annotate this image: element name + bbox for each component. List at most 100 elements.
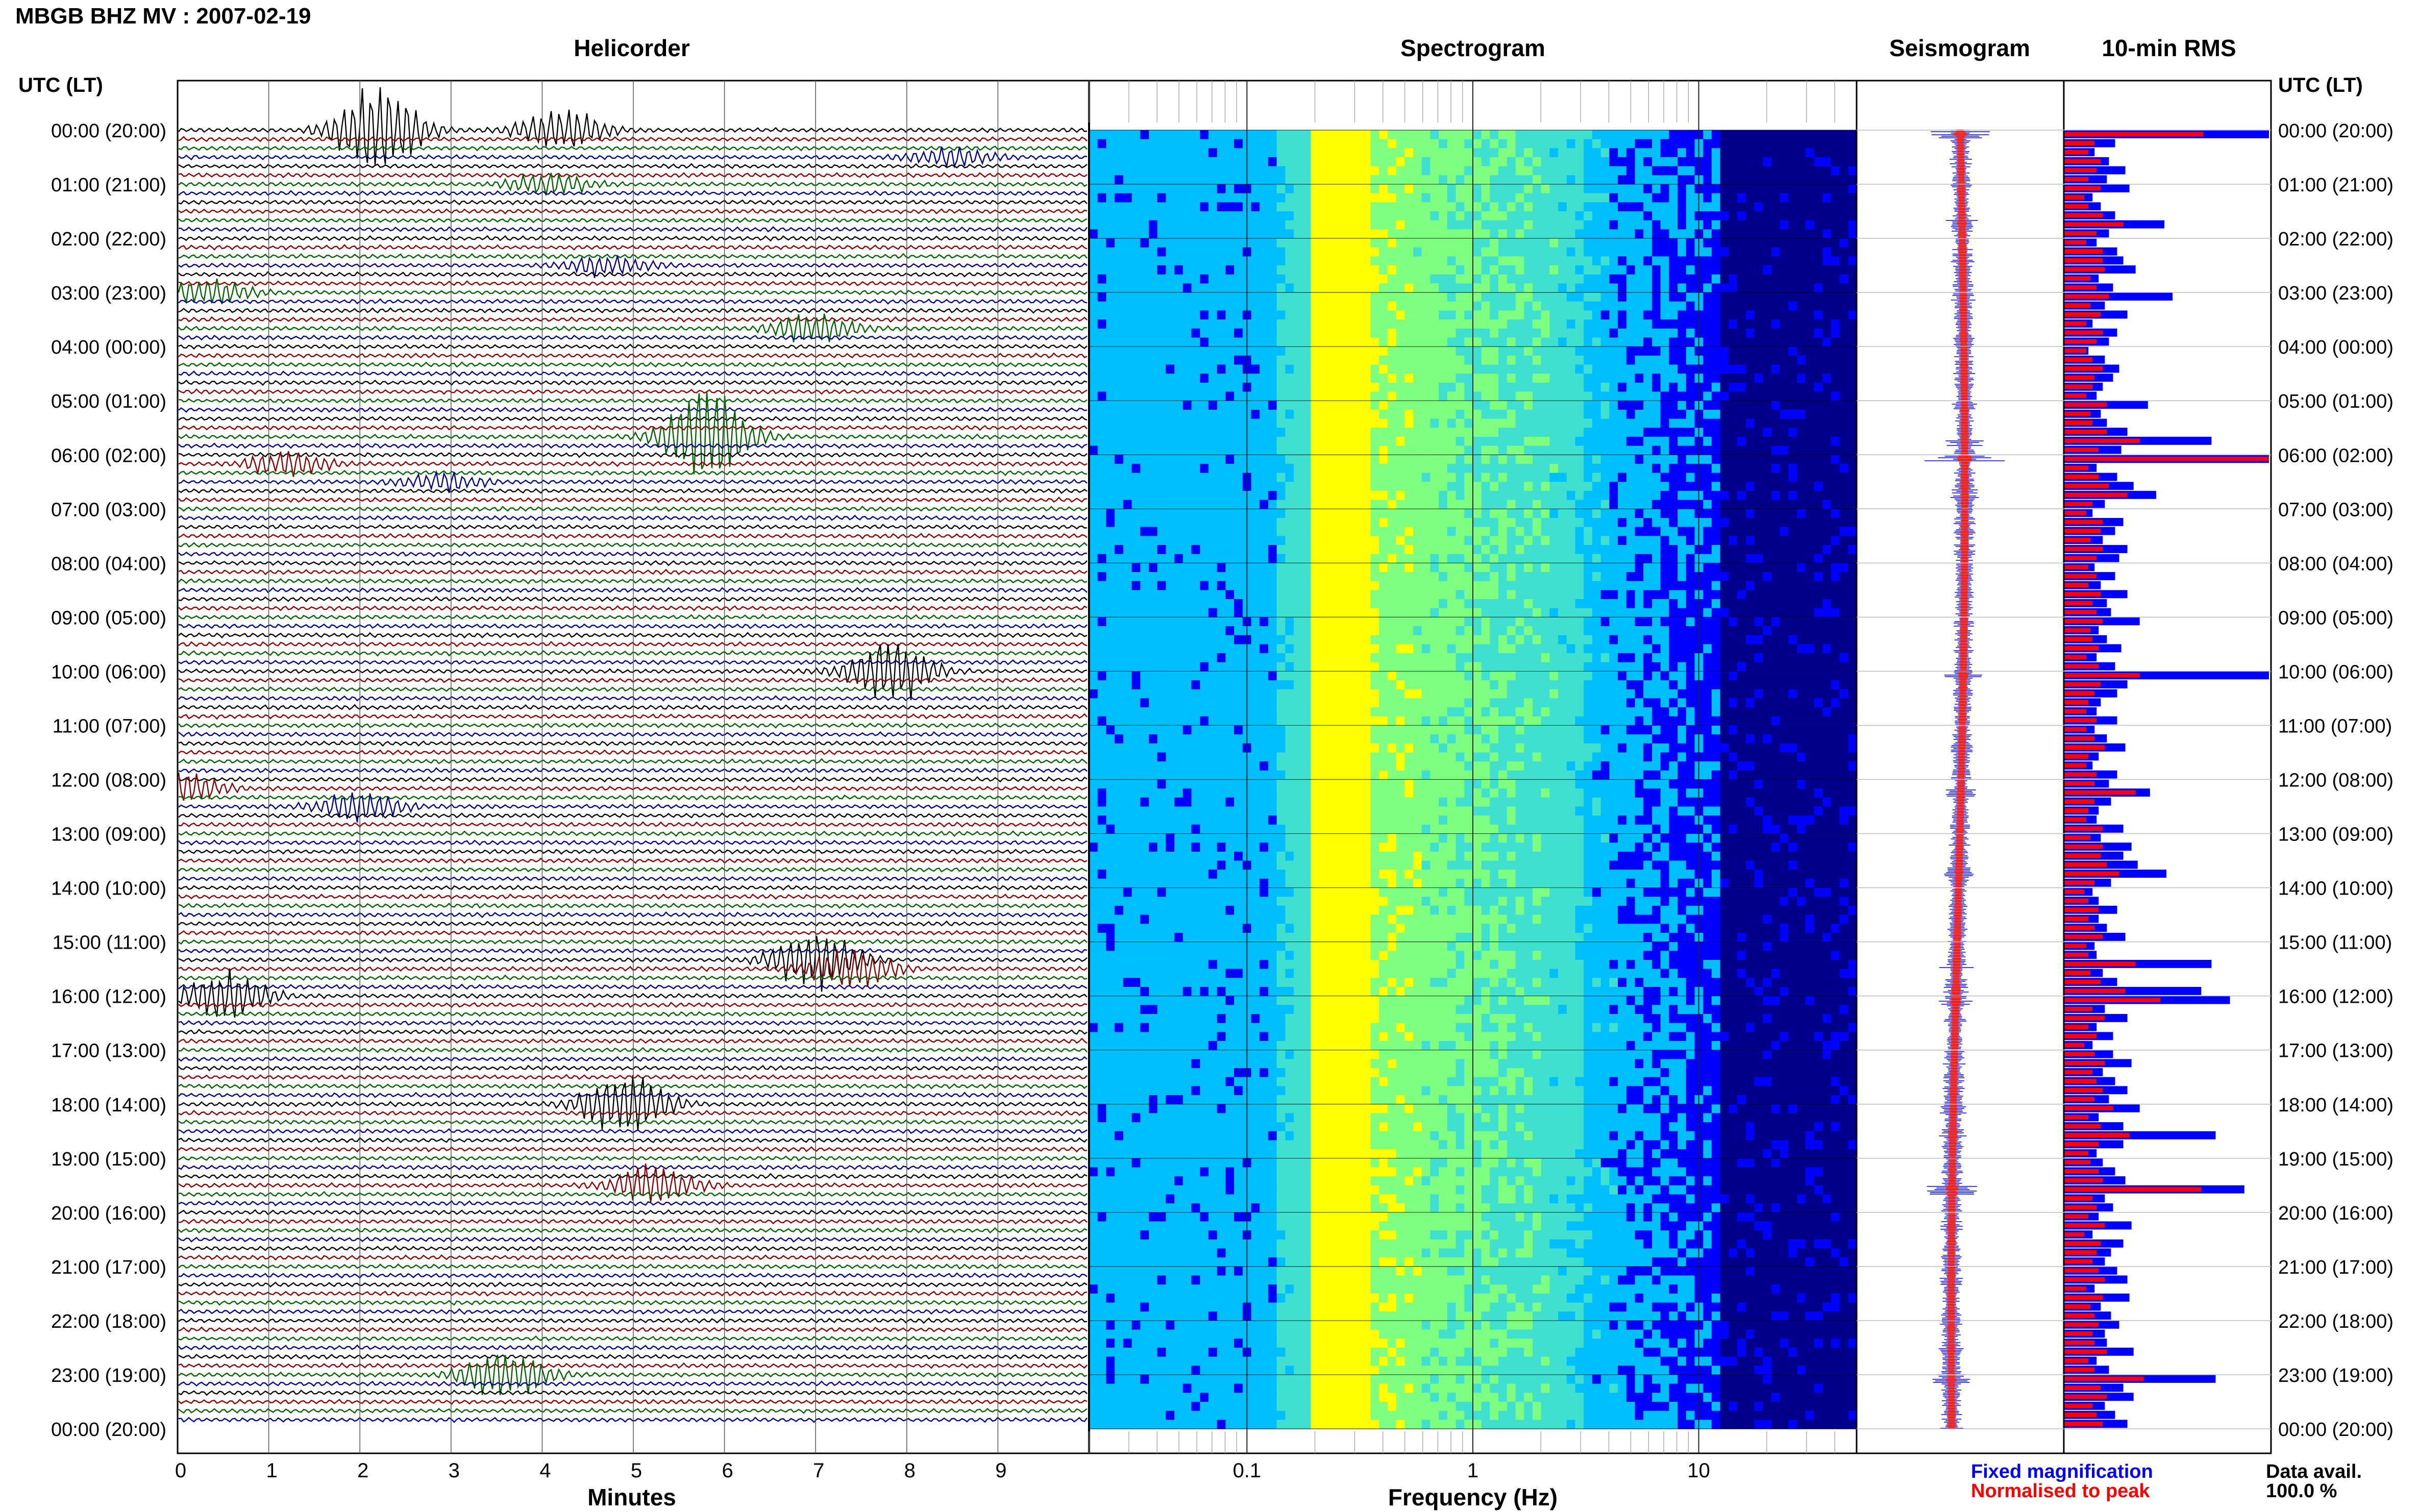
helicorder-trace <box>178 1163 1088 1202</box>
rms-bar-normalised <box>2064 944 2087 948</box>
helicorder-trace <box>178 343 1088 350</box>
time-tick-label-left: 12:00 (08:00) <box>51 770 166 791</box>
helicorder-trace <box>178 253 1088 260</box>
helicorder-trace <box>178 911 1088 919</box>
helicorder-trace <box>178 280 1088 287</box>
rms-bar-normalised <box>2064 448 2099 452</box>
rms-bar-normalised <box>2064 1115 2089 1120</box>
rms-bar-normalised <box>2064 141 2095 145</box>
helicorder-trace <box>178 1353 1088 1360</box>
rms-bar-normalised <box>2064 754 2089 759</box>
time-tick-label-left: 08:00 (04:00) <box>51 553 166 575</box>
helicorder-trace <box>178 792 1088 823</box>
helicorder-trace <box>178 270 1088 278</box>
helicorder-trace <box>178 568 1088 576</box>
helicorder-trace <box>178 1236 1088 1243</box>
rms-bar-normalised <box>2064 835 2091 840</box>
helicorder-trace <box>178 1354 1088 1396</box>
data-avail-label: Data avail. <box>2266 1461 2362 1482</box>
helicorder-trace <box>178 722 1088 729</box>
time-tick-label-left: 07:00 (03:00) <box>51 499 166 520</box>
rms-bar-normalised <box>2064 393 2087 398</box>
rms-bar-normalised <box>2064 564 2089 569</box>
time-tick-label-right: 02:00 (22:00) <box>2278 229 2393 250</box>
rms-bar-normalised <box>2064 889 2085 894</box>
time-tick-label-left: 06:00 (02:00) <box>51 445 166 466</box>
rms-bar-normalised <box>2064 547 2103 552</box>
helicorder-trace <box>178 352 1088 359</box>
helicorder-trace <box>178 1002 1088 1008</box>
rms-bar-normalised <box>2064 204 2089 209</box>
helicorder-trace <box>178 1200 1088 1207</box>
rms-bar-normalised <box>2064 186 2101 191</box>
rms-bar-normalised <box>2064 258 2103 263</box>
helicorder-trace <box>178 172 1088 196</box>
figure-title: MBGB BHZ MV : 2007-02-19 <box>15 4 311 29</box>
time-tick-label-left: 14:00 (10:00) <box>51 878 166 900</box>
spectrogram-x-ticks: 0.1 1 10 <box>1233 1459 1710 1482</box>
helicorder-trace <box>178 776 1088 783</box>
rms-bar-normalised <box>2064 772 2097 777</box>
spectrogram-x-tick-label: 10 <box>1687 1459 1710 1482</box>
helicorder-trace <box>178 244 1088 251</box>
helicorder-x-tick-label: 0 <box>175 1459 186 1482</box>
time-tick-label-left: 20:00 (16:00) <box>51 1203 166 1224</box>
rms-bar-normalised <box>2064 240 2087 245</box>
rms-bar-normalised <box>2064 1025 2089 1029</box>
rms-bar-normalised <box>2064 132 2204 137</box>
rms-bar-normalised <box>2064 591 2101 597</box>
helicorder-trace <box>178 442 1088 450</box>
helicorder-trace <box>178 1245 1088 1252</box>
rms-bar-normalised <box>2064 213 2103 218</box>
rms-bar-normalised <box>2064 745 2105 750</box>
rms-bar-normalised <box>2064 1313 2095 1318</box>
helicorder-trace <box>178 406 1088 413</box>
time-tick-label-right: 08:00 (04:00) <box>2278 553 2393 575</box>
rms-bar-normalised <box>2064 628 2091 633</box>
rms-bar-normalised <box>2064 483 2109 488</box>
helicorder-trace <box>178 190 1088 197</box>
helicorder-trace <box>178 1164 1088 1171</box>
rms-bar-normalised <box>2064 799 2095 804</box>
rms-bar-normalised <box>2064 682 2101 687</box>
rms-bar-normalised <box>2064 294 2109 299</box>
helicorder-trace <box>178 388 1088 395</box>
helicorder-trace <box>178 902 1088 909</box>
helicorder-trace <box>178 1362 1088 1369</box>
rms-bar-normalised <box>2064 475 2099 479</box>
time-tick-label-right: 00:00 (20:00) <box>2278 120 2393 142</box>
helicorder-trace <box>178 1037 1088 1044</box>
helicorder-trace <box>178 379 1088 386</box>
rms-bar-normalised <box>2064 998 2160 1002</box>
spectrogram-title: Spectrogram <box>1400 35 1545 61</box>
helicorder-traces <box>178 87 1088 1423</box>
rms-bar-normalised <box>2064 1421 2103 1426</box>
helicorder-trace <box>178 278 1088 305</box>
rms-bar-normalised <box>2064 537 2091 542</box>
helicorder-trace <box>178 1020 1088 1027</box>
time-tick-label-left: 18:00 (14:00) <box>51 1095 166 1116</box>
rms-bar-normalised <box>2064 384 2093 389</box>
rms-bar-normalised <box>2064 222 2124 227</box>
helicorder-trace <box>178 313 1088 342</box>
helicorder-trace <box>178 1344 1088 1351</box>
helicorder-trace <box>178 866 1088 873</box>
spectrogram-x-tick-label: 0.1 <box>1233 1459 1262 1482</box>
rms-bar-normalised <box>2064 844 2103 849</box>
rms-bar-normalised <box>2064 817 2087 822</box>
helicorder-trace <box>178 848 1088 855</box>
time-tick-label-left: 09:00 (05:00) <box>51 607 166 629</box>
helicorder-trace <box>178 487 1088 494</box>
rms-title: 10-min RMS <box>2102 35 2236 61</box>
spectrogram-x-label: Frequency (Hz) <box>1388 1484 1558 1510</box>
helicorder-trace <box>178 929 1088 936</box>
helicorder-x-tick-label: 5 <box>631 1459 642 1482</box>
helicorder-trace <box>178 704 1088 711</box>
helicorder-trace <box>178 758 1088 764</box>
helicorder-trace <box>178 643 1088 700</box>
rms-bar-normalised <box>2064 249 2103 254</box>
rms-bar-normalised <box>2064 1006 2093 1011</box>
rms-bar-normalised <box>2064 1241 2101 1246</box>
helicorder-trace <box>178 298 1088 305</box>
seismogram-title: Seismogram <box>1889 35 2030 61</box>
